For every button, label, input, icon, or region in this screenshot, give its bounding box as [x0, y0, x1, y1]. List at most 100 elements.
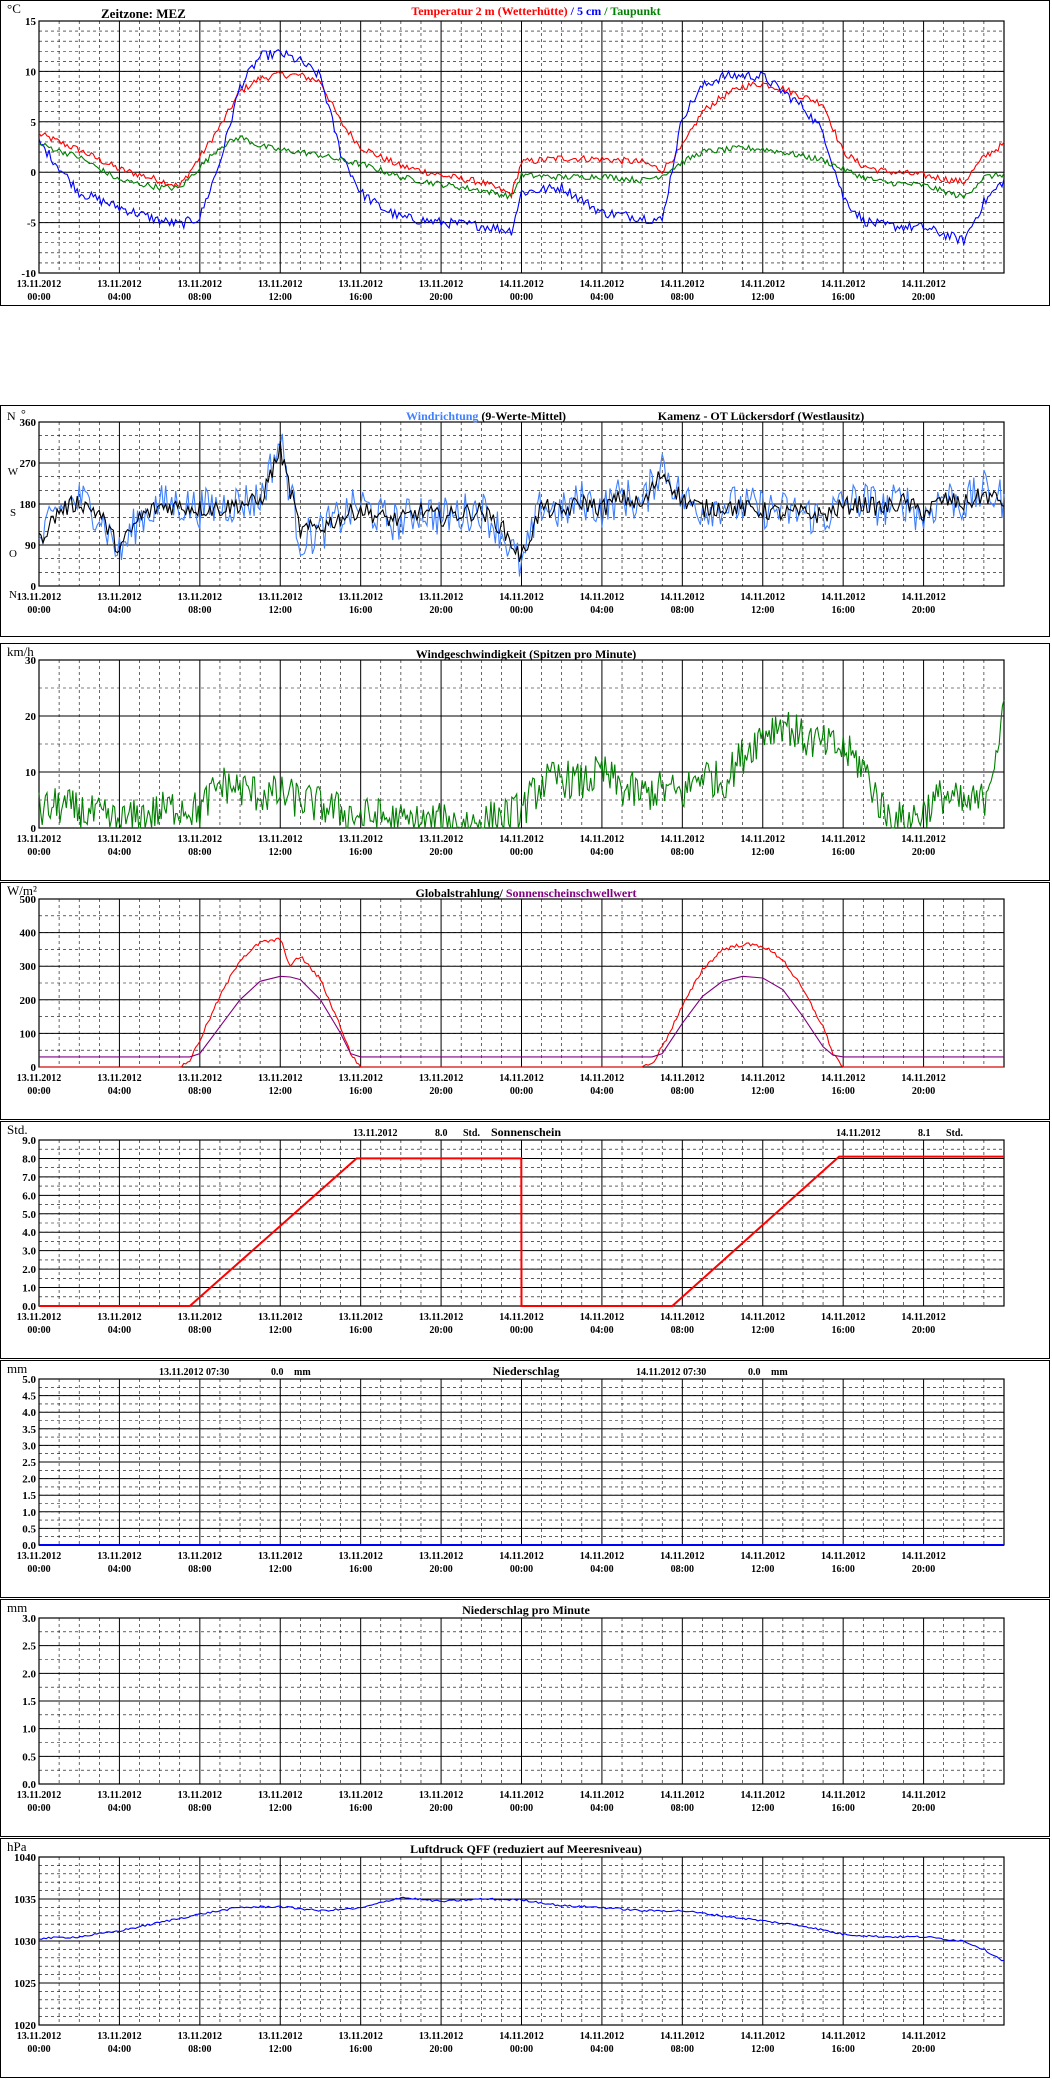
y-tick-label: 0.5 [22, 1523, 36, 1535]
grid [38, 1378, 1005, 1546]
x-tick-date: 14.11.2012 [580, 2031, 624, 2042]
y-tick-label: 1035 [14, 1894, 37, 1906]
x-tick-date: 14.11.2012 [660, 279, 704, 290]
x-tick-date: 14.11.2012 [499, 592, 543, 603]
x-tick-date: 13.11.2012 [178, 2031, 222, 2042]
x-tick-date: 14.11.2012 [741, 1312, 785, 1323]
y-tick-label: 200 [20, 995, 37, 1007]
precipitation-minute-chart: 0.0 0.5 1.0 1.5 2.0 2.5 3.0 13.11.2012 00:00 13.1… [7, 1600, 1005, 1814]
y-tick-label: 2.5 [22, 1641, 36, 1653]
chart-title: Temperatur 2 m (Wetterhütte) / 5 cm / Ta… [411, 4, 660, 18]
x-tick-time: 08:00 [188, 1325, 211, 1336]
x-tick-date: 13.11.2012 [258, 1073, 302, 1084]
x-tick-time: 08:00 [671, 1803, 694, 1814]
series-line-sonnenscheinschwellwert [39, 975, 1004, 1058]
radiation-chart: 0 100 200 300 400 500 13.11.2012 00:00 13.11.201… [7, 883, 1005, 1097]
y-tick-label: 0.5 [22, 1751, 36, 1763]
pressure-panel: 1020 1025 1030 1035 1040 13.11.2012 00:00 13.11… [0, 1838, 1050, 2078]
compass-label: N [9, 589, 17, 601]
chart-title: Luftdruck QFF (reduziert auf Meeresnivea… [410, 1842, 642, 1856]
x-tick-time: 20:00 [429, 292, 452, 303]
x-tick-date: 13.11.2012 [419, 834, 463, 845]
x-tick-date: 14.11.2012 [660, 834, 704, 845]
x-tick-time: 12:00 [751, 292, 774, 303]
x-tick-date: 13.11.2012 [17, 834, 61, 845]
series-line-windgeschwindigkeit [38, 699, 1005, 830]
unit-label: mm [7, 1361, 27, 1376]
x-tick-time: 16:00 [349, 1086, 372, 1097]
x-tick-date: 13.11.2012 [97, 1312, 141, 1323]
x-tick-date: 14.11.2012 [580, 279, 624, 290]
x-tick-time: 04:00 [590, 2044, 613, 2055]
chart-title: Niederschlag pro Minute [462, 1603, 590, 1617]
chart-title: Windgeschwindigkeit (Spitzen pro Minute) [416, 647, 637, 661]
x-tick-date: 14.11.2012 [901, 2031, 945, 2042]
x-tick-date: 14.11.2012 [741, 592, 785, 603]
x-tick-time: 04:00 [108, 1803, 131, 1814]
y-tick-label: 500 [20, 894, 37, 906]
x-tick-date: 13.11.2012 [419, 2031, 463, 2042]
x-tick-date: 14.11.2012 [499, 1073, 543, 1084]
chart-title: Windrichtung (9-Werte-Mittel) [406, 409, 566, 423]
x-tick-time: 00:00 [510, 605, 533, 616]
y-tick-label: 270 [20, 458, 37, 470]
y-tick-label: 20 [25, 711, 37, 723]
unit-label: km/h [7, 644, 34, 659]
x-tick-time: 12:00 [269, 292, 292, 303]
x-tick-date: 13.11.2012 [97, 592, 141, 603]
y-tick-label: 4.0 [22, 1407, 36, 1419]
x-tick-date: 13.11.2012 [419, 1312, 463, 1323]
series-line-globalstrahlung [39, 937, 1004, 1068]
x-tick-date: 14.11.2012 [660, 2031, 704, 2042]
x-tick-date: 13.11.2012 [97, 279, 141, 290]
x-tick-time: 00:00 [510, 1325, 533, 1336]
x-tick-time: 12:00 [269, 605, 292, 616]
x-tick-date: 13.11.2012 [17, 1551, 61, 1562]
x-tick-time: 20:00 [912, 292, 935, 303]
y-tick-label: 180 [20, 499, 37, 511]
x-tick-time: 16:00 [831, 1803, 854, 1814]
annotation-unit: mm [294, 1367, 311, 1378]
annotation-unit: Std. [946, 1128, 963, 1139]
x-tick-time: 20:00 [429, 1803, 452, 1814]
x-tick-time: 04:00 [108, 847, 131, 858]
x-tick-time: 00:00 [510, 1086, 533, 1097]
x-tick-date: 14.11.2012 [580, 592, 624, 603]
x-tick-date: 14.11.2012 [580, 1790, 624, 1801]
station-label: Kamenz - OT Lückersdorf (Westlausitz) [658, 409, 864, 423]
wind-direction-panel: 0 90 180 270 360 13.11.2012 00:00 13.11.2012 04:… [0, 405, 1050, 637]
x-tick-time: 20:00 [912, 1564, 935, 1575]
y-tick-label: 300 [20, 961, 37, 973]
x-tick-time: 20:00 [912, 605, 935, 616]
grid [38, 20, 1005, 274]
unit-north-label: N [7, 409, 16, 423]
x-tick-date: 13.11.2012 [17, 1312, 61, 1323]
x-tick-time: 16:00 [831, 1564, 854, 1575]
x-tick-date: 13.11.2012 [178, 1551, 222, 1562]
temperature-chart: -10 -5 0 5 10 15 13.11.2012 00:00 13.11.2012 04:0… [7, 1, 1005, 303]
annotation-unit: Std. [463, 1128, 480, 1139]
y-tick-label: 2.0 [22, 1668, 36, 1680]
x-tick-date: 14.11.2012 [901, 1073, 945, 1084]
compass-label: O [9, 548, 17, 560]
x-tick-date: 13.11.2012 [178, 834, 222, 845]
x-tick-date: 13.11.2012 [17, 592, 61, 603]
y-tick-label: 1.0 [22, 1507, 36, 1519]
x-tick-time: 16:00 [831, 292, 854, 303]
x-tick-date: 13.11.2012 [178, 1073, 222, 1084]
x-tick-time: 16:00 [831, 1086, 854, 1097]
x-tick-date: 13.11.2012 [419, 592, 463, 603]
x-tick-date: 14.11.2012 [901, 1551, 945, 1562]
x-tick-date: 13.11.2012 [338, 279, 382, 290]
chart-title: Globalstrahlung/ Sonnenscheinschwellwert [415, 886, 636, 900]
x-tick-date: 14.11.2012 [821, 1790, 865, 1801]
x-tick-time: 04:00 [590, 1325, 613, 1336]
x-tick-date: 13.11.2012 [258, 279, 302, 290]
x-tick-date: 13.11.2012 [17, 1073, 61, 1084]
x-tick-date: 14.11.2012 [499, 1312, 543, 1323]
x-tick-date: 13.11.2012 [419, 279, 463, 290]
x-tick-time: 20:00 [429, 605, 452, 616]
x-tick-date: 13.11.2012 [419, 1551, 463, 1562]
precipitation-minute-panel: 0.0 0.5 1.0 1.5 2.0 2.5 3.0 13.11.2012 00:00 13.1… [0, 1599, 1050, 1837]
y-tick-label: 3.0 [22, 1246, 36, 1258]
